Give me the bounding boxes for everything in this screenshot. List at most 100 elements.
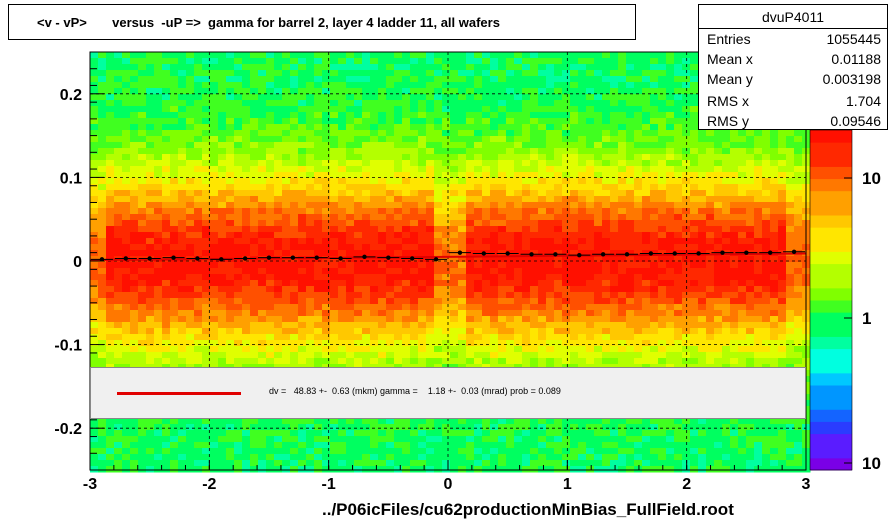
heatmap-cell — [122, 94, 131, 101]
heatmap-cell — [306, 334, 315, 341]
heatmap-cell — [522, 358, 531, 365]
heatmap-cell — [234, 76, 243, 83]
heatmap-cell — [282, 76, 291, 83]
heatmap-cell — [178, 166, 187, 173]
heatmap-cell — [314, 124, 323, 131]
heatmap-cell — [514, 208, 523, 215]
heatmap-cell — [570, 76, 579, 83]
heatmap-cell — [386, 286, 395, 293]
heatmap-cell — [258, 208, 267, 215]
heatmap-cell — [658, 352, 667, 359]
heatmap-cell — [586, 118, 595, 125]
heatmap-cell — [418, 82, 427, 89]
heatmap-cell — [546, 346, 555, 353]
heatmap-cell — [538, 160, 547, 167]
heatmap-cell — [594, 136, 603, 143]
heatmap-cell — [786, 196, 795, 203]
heatmap-cell — [314, 250, 323, 257]
heatmap-cell — [122, 214, 131, 221]
heatmap-cell — [418, 130, 427, 137]
heatmap-cell — [258, 310, 267, 317]
heatmap-cell — [218, 322, 227, 329]
heatmap-cell — [690, 226, 699, 233]
heatmap-cell — [290, 250, 299, 257]
heatmap-cell — [578, 274, 587, 281]
heatmap-cell — [122, 196, 131, 203]
heatmap-cell — [338, 334, 347, 341]
heatmap-cell — [634, 304, 643, 311]
heatmap-cell — [522, 250, 531, 257]
heatmap-cell — [530, 166, 539, 173]
heatmap-cell — [138, 214, 147, 221]
heatmap-cell — [306, 238, 315, 245]
heatmap-cell — [682, 202, 691, 209]
heatmap-cell — [402, 112, 411, 119]
heatmap-cell — [618, 358, 627, 365]
heatmap-cell — [250, 208, 259, 215]
heatmap-cell — [714, 178, 723, 185]
heatmap-cell — [602, 208, 611, 215]
heatmap-cell — [578, 52, 587, 59]
heatmap-cell — [234, 172, 243, 179]
heatmap-cell — [442, 82, 451, 89]
heatmap-cell — [258, 304, 267, 311]
heatmap-cell — [442, 328, 451, 335]
heatmap-cell — [282, 322, 291, 329]
heatmap-cell — [306, 94, 315, 101]
heatmap-cell — [674, 154, 683, 161]
heatmap-cell — [538, 202, 547, 209]
heatmap-cell — [522, 268, 531, 275]
heatmap-cell — [746, 352, 755, 359]
heatmap-cell — [266, 226, 275, 233]
heatmap-cell — [690, 148, 699, 155]
heatmap-cell — [162, 190, 171, 197]
heatmap-cell — [714, 256, 723, 263]
heatmap-cell — [170, 136, 179, 143]
heatmap-cell — [642, 136, 651, 143]
heatmap-cell — [498, 190, 507, 197]
heatmap-cell — [154, 310, 163, 317]
heatmap-cell — [154, 196, 163, 203]
heatmap-cell — [546, 184, 555, 191]
heatmap-cell — [410, 298, 419, 305]
heatmap-cell — [138, 154, 147, 161]
heatmap-cell — [106, 346, 115, 353]
heatmap-cell — [546, 214, 555, 221]
heatmap-cell — [210, 64, 219, 71]
heatmap-cell — [642, 316, 651, 323]
heatmap-cell — [130, 298, 139, 305]
heatmap-cell — [594, 346, 603, 353]
heatmap-cell — [250, 358, 259, 365]
heatmap-cell — [362, 82, 371, 89]
heatmap-cell — [490, 274, 499, 281]
heatmap-cell — [738, 310, 747, 317]
heatmap-cell — [682, 160, 691, 167]
heatmap-cell — [626, 304, 635, 311]
heatmap-cell — [298, 220, 307, 227]
heatmap-cell — [474, 202, 483, 209]
heatmap-cell — [122, 166, 131, 173]
heatmap-cell — [346, 208, 355, 215]
heatmap-cell — [778, 328, 787, 335]
heatmap-cell — [306, 250, 315, 257]
heatmap-cell — [562, 286, 571, 293]
heatmap-cell — [274, 334, 283, 341]
heatmap-cell — [738, 274, 747, 281]
heatmap-cell — [282, 88, 291, 95]
heatmap-cell — [274, 118, 283, 125]
heatmap-cell — [178, 124, 187, 131]
heatmap-cell — [474, 136, 483, 143]
heatmap-cell — [330, 232, 339, 239]
heatmap-cell — [554, 184, 563, 191]
heatmap-cell — [658, 70, 667, 77]
heatmap-cell — [546, 112, 555, 119]
heatmap-cell — [314, 268, 323, 275]
heatmap-cell — [218, 118, 227, 125]
heatmap-cell — [626, 256, 635, 263]
heatmap-cell — [418, 184, 427, 191]
heatmap-cell — [746, 166, 755, 173]
heatmap-cell — [434, 352, 443, 359]
heatmap-cell — [394, 106, 403, 113]
heatmap-cell — [466, 214, 475, 221]
heatmap-cell — [378, 268, 387, 275]
